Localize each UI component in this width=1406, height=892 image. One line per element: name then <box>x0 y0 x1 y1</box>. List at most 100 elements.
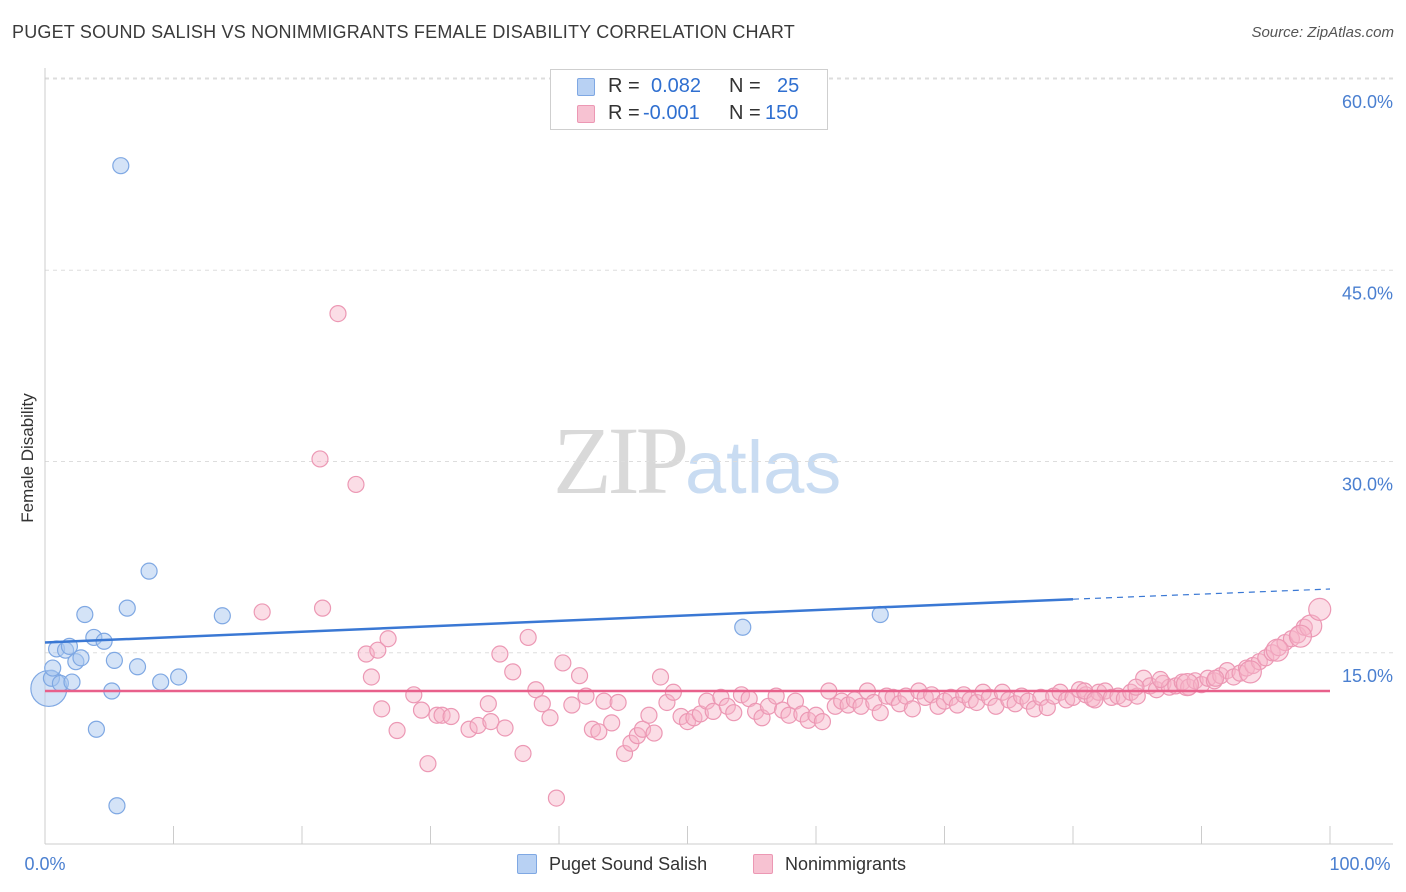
nonimmigrants-point <box>1265 638 1289 662</box>
nonimmigrants-point <box>807 706 825 724</box>
nonimmigrants-point <box>645 724 663 742</box>
nonimmigrants-point <box>712 688 730 706</box>
nonimmigrants-point <box>570 667 589 685</box>
nonimmigrants-point <box>311 450 329 468</box>
nonimmigrants-point <box>871 704 889 722</box>
nonimmigrants-point <box>253 603 271 621</box>
watermark-atlas: atlas <box>685 426 842 509</box>
nonimmigrants-point <box>1207 669 1225 687</box>
puget-sound-salish-point <box>118 599 136 617</box>
legend-label-nonimmigrants: Nonimmigrants <box>785 854 907 874</box>
nonimmigrants-point <box>968 693 986 712</box>
nonimmigrants-point <box>469 716 487 735</box>
nonimmigrants-point <box>533 695 551 713</box>
nonimmigrants-point <box>514 744 532 763</box>
puget-sound-salish-point <box>44 659 62 677</box>
watermark: ZIPatlas <box>553 405 841 516</box>
nonimmigrants-point <box>813 712 832 731</box>
nonimmigrants-point <box>347 475 365 494</box>
puget-sound-salish-point <box>152 673 170 691</box>
puget-sound-salish-point <box>734 618 752 636</box>
chart-title: PUGET SOUND SALISH VS NONIMMIGRANTS FEMA… <box>12 22 796 42</box>
nonimmigrants-point <box>1127 678 1145 696</box>
nonimmigrants-point <box>595 692 613 710</box>
nonimmigrants-point <box>948 696 966 714</box>
tick-labels: 15.0% 30.0% 45.0% 60.0% 0.0% 100.0% <box>24 92 1393 874</box>
puget-sound-salish-point <box>63 673 81 691</box>
nonimmigrants-point <box>405 686 423 704</box>
legend-r-value: -0.001 <box>643 102 700 124</box>
legend-label-puget-sound-salish: Puget Sound Salish <box>549 854 708 874</box>
nonimmigrants-point <box>547 789 566 807</box>
puget-sound-salish-point <box>213 607 231 625</box>
trend-lines <box>44 588 1331 693</box>
nonimmigrants-point <box>615 744 634 763</box>
nonimmigrants-point <box>388 721 406 740</box>
nonimmigrants-point <box>519 628 537 647</box>
puget-sound-salish-trend-extension <box>1072 588 1331 600</box>
puget-sound-salish-point <box>108 797 126 815</box>
puget-sound-salish-points <box>30 157 889 815</box>
nonimmigrants-point <box>780 706 798 724</box>
y-tick-label: 15.0% <box>1342 666 1393 686</box>
x-tick-label: 0.0% <box>24 854 65 874</box>
nonimmigrants-point <box>329 305 347 323</box>
source-label: Source: ZipAtlas.com <box>1251 24 1394 41</box>
puget-sound-salish-point <box>140 562 158 580</box>
legend-n-label: N = <box>729 75 761 97</box>
nonimmigrants-point <box>460 720 478 738</box>
nonimmigrants-point <box>980 688 999 706</box>
nonimmigrants-point <box>504 663 522 681</box>
nonimmigrants-point <box>664 683 682 701</box>
puget-sound-salish-point <box>105 651 123 670</box>
nonimmigrants-point <box>412 701 431 719</box>
watermark-zip: ZIP <box>553 407 689 514</box>
nonimmigrants-point <box>1238 660 1262 684</box>
nonimmigrants-point <box>1086 691 1104 709</box>
puget-sound-salish-point <box>76 605 94 624</box>
nonimmigrants-point <box>1147 681 1166 699</box>
nonimmigrants-point <box>698 692 716 710</box>
y-tick-label: 60.0% <box>1342 92 1393 112</box>
puget-sound-salish-point <box>87 720 106 738</box>
nonimmigrants-point <box>747 702 765 721</box>
nonimmigrants-point <box>718 697 736 715</box>
legend-swatch-pink <box>577 105 595 123</box>
nonimmigrants-point <box>433 706 451 724</box>
nonimmigrants-point <box>1102 688 1121 706</box>
legend-r-label: R = <box>608 102 640 124</box>
y-tick-label: 30.0% <box>1342 475 1393 495</box>
legend-swatch-nonimmigrants <box>753 854 773 874</box>
nonimmigrants-point <box>1175 673 1199 697</box>
legend-r-label: R = <box>608 75 640 97</box>
nonimmigrants-point <box>1151 670 1169 689</box>
legend-r-value: 0.082 <box>651 75 702 97</box>
nonimmigrants-point <box>554 654 572 672</box>
nonimmigrants-point <box>609 693 627 712</box>
grid-lines <box>45 77 1393 654</box>
nonimmigrants-point <box>362 668 380 686</box>
puget-sound-salish-point <box>112 157 130 175</box>
nonimmigrants-point <box>793 705 811 723</box>
series-legend: Puget Sound Salish Nonimmigrants <box>0 852 1406 878</box>
legend-n-value: 25 <box>777 75 800 97</box>
correlation-legend: R = 0.082 N = 25 R = -0.001 N = 150 <box>550 69 828 130</box>
nonimmigrants-point <box>313 599 332 617</box>
nonimmigrants-points <box>253 305 1332 807</box>
nonimmigrants-point <box>541 709 559 727</box>
nonimmigrants-point <box>658 693 676 712</box>
nonimmigrants-point <box>369 641 387 659</box>
nonimmigrants-point <box>1308 597 1332 622</box>
nonimmigrants-point <box>479 695 497 713</box>
nonimmigrants-point <box>725 704 743 722</box>
nonimmigrants-point <box>651 668 670 686</box>
puget-sound-salish-point <box>871 605 889 624</box>
nonimmigrants-point <box>884 688 902 706</box>
nonimmigrants-point <box>482 712 500 731</box>
nonimmigrants-point <box>640 706 658 724</box>
nonimmigrants-point <box>428 706 446 724</box>
nonimmigrants-point <box>373 700 391 718</box>
nonimmigrants-point <box>496 719 514 737</box>
puget-sound-salish-point <box>170 668 188 686</box>
